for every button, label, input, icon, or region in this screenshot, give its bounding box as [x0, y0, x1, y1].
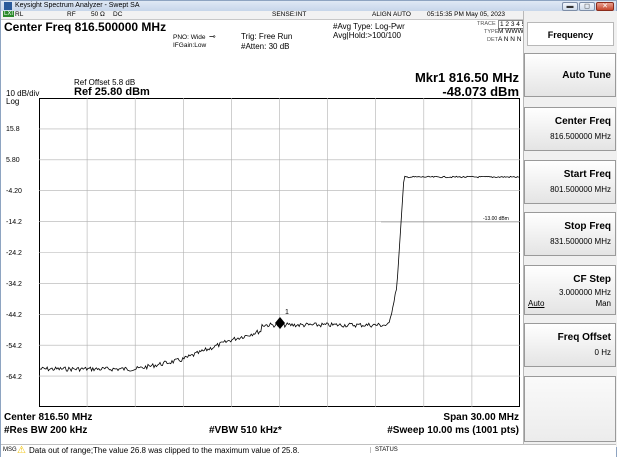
vbw-readout: #VBW 510 kHz* — [209, 425, 282, 436]
center-freq-title[interactable]: Center Freq 816.500000 MHz — [4, 20, 167, 34]
lxi-badge: LXI — [3, 11, 15, 17]
softkey-label: Start Freq — [563, 169, 611, 180]
status-message: Data out of range;The value 26.8 was cli… — [29, 446, 300, 455]
pno-switch-icon: ⊸ — [209, 32, 216, 41]
minimize-button[interactable]: ▬ — [562, 2, 578, 11]
softkey-label: CF Step — [573, 274, 611, 285]
softkey-value: 0 Hz — [594, 348, 611, 357]
y-tick-label: 15.8 — [6, 126, 20, 133]
auto-tune-softkey[interactable]: Auto Tune — [524, 53, 616, 97]
pno-label: PNO: Wide — [173, 34, 206, 41]
stop-freq-softkey[interactable]: Stop Freq 831.500000 MHz — [524, 212, 616, 256]
rl-label: RL — [15, 11, 24, 18]
type-label: TYPE — [484, 29, 499, 35]
softkey-menu-title: Frequency — [527, 22, 614, 46]
freq-offset-softkey[interactable]: Freq Offset 0 Hz — [524, 323, 616, 367]
status-label: STATUS — [370, 447, 398, 453]
scale-label: 10 dB/div — [6, 89, 40, 98]
y-tick-label: -64.2 — [6, 374, 22, 381]
trig-label: Trig: Free Run — [241, 32, 293, 41]
status-row: LXI RL RF 50 Ω DC SENSE:INT ALIGN AUTO 0… — [1, 11, 523, 20]
softkey-value: 3.000000 MHz — [558, 288, 611, 297]
marker-value-readout: -48.073 dBm — [442, 84, 519, 99]
type-values: M WWWWW — [498, 28, 536, 35]
ifgain-label: IFGain:Low — [173, 42, 207, 49]
status-bar: MSG ⚠ Data out of range;The value 26.8 w… — [1, 444, 616, 458]
span-readout: Span 30.00 MHz — [443, 412, 519, 423]
res-bw-readout: #Res BW 200 kHz — [4, 425, 88, 436]
y-tick-label: -34.2 — [6, 281, 22, 288]
measurement-header: LXI RL RF 50 Ω DC SENSE:INT ALIGN AUTO 0… — [1, 11, 536, 106]
y-tick-label: -14.2 — [6, 219, 22, 226]
coupling-label: DC — [113, 11, 123, 18]
center-freq-softkey[interactable]: Center Freq 816.500000 MHz — [524, 107, 616, 151]
maximize-button[interactable]: ◻ — [579, 2, 595, 11]
timestamp: 05:15:35 PM May 05, 2023 — [427, 11, 506, 18]
y-tick-label: -44.2 — [6, 312, 22, 319]
cf-step-man-option[interactable]: Man — [595, 299, 611, 308]
log-label: Log — [6, 97, 20, 106]
y-tick-label: -24.2 — [6, 250, 22, 257]
close-button[interactable]: ✕ — [596, 2, 614, 11]
cf-step-auto-option[interactable]: Auto — [528, 299, 545, 308]
trace-label: TRACE — [477, 21, 496, 27]
y-tick-label: -54.2 — [6, 343, 22, 350]
rf-label: RF — [67, 11, 76, 18]
sweep-readout: #Sweep 10.00 ms (1001 pts) — [387, 425, 519, 436]
cf-step-softkey[interactable]: CF Step 3.000000 MHz Auto Man — [524, 265, 616, 315]
softkey-value: 801.500000 MHz — [550, 185, 611, 194]
softkey-label: Freq Offset — [557, 332, 611, 343]
det-values: A N N N N N — [498, 36, 535, 43]
ref-offset-label: Ref Offset 5.8 dB — [74, 78, 136, 87]
msg-label: MSG — [3, 447, 17, 453]
y-tick-label: 5.80 — [6, 157, 20, 164]
spectrum-plot[interactable] — [39, 98, 520, 407]
limit-line-label: -13.00 dBm — [483, 216, 509, 222]
marker-number-label: 1 — [285, 309, 289, 316]
softkey-label: Auto Tune — [562, 70, 611, 81]
title-bar: Keysight Spectrum Analyzer - Swept SA ▬ … — [1, 1, 616, 11]
align-label: ALIGN AUTO — [372, 11, 411, 18]
softkey-value: 831.500000 MHz — [550, 237, 611, 246]
marker-freq-readout: Mkr1 816.50 MHz — [414, 70, 519, 85]
window-title: Keysight Spectrum Analyzer - Swept SA — [15, 2, 140, 9]
sense-label: SENSE:INT — [272, 11, 307, 18]
det-label: DET — [487, 37, 498, 43]
empty-softkey[interactable] — [524, 376, 616, 442]
softkey-label: Stop Freq — [564, 221, 611, 232]
footer-readouts: Center 816.50 MHz #Res BW 200 kHz #VBW 5… — [1, 410, 523, 442]
avg-type-label: #Avg Type: Log-Pwr — [333, 22, 405, 31]
y-tick-label: -4.20 — [6, 188, 22, 195]
app-icon — [4, 2, 12, 10]
avg-hold-label: Avg|Hold:>100/100 — [333, 31, 401, 40]
softkey-value: 816.500000 MHz — [550, 132, 611, 141]
center-readout: Center 816.50 MHz — [4, 412, 93, 423]
start-freq-softkey[interactable]: Start Freq 801.500000 MHz — [524, 160, 616, 204]
atten-label: #Atten: 30 dB — [241, 42, 290, 51]
ref-level-label: Ref 25.80 dBm — [74, 86, 150, 98]
softkey-label: Center Freq — [554, 116, 611, 127]
impedance-label: 50 Ω — [91, 11, 105, 18]
warning-icon: ⚠ — [17, 445, 26, 456]
